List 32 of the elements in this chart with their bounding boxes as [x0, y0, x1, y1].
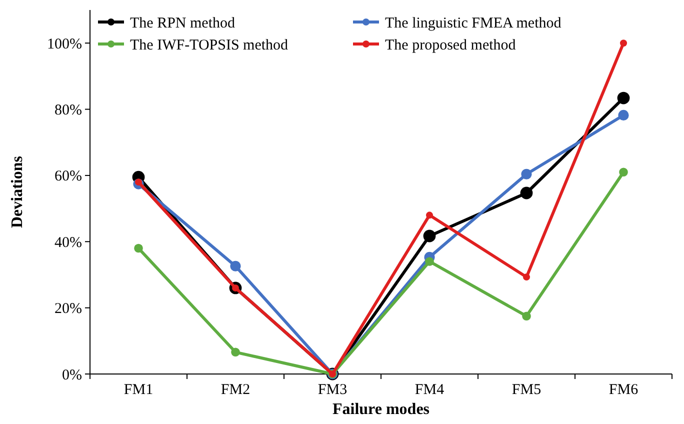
x-axis-title: Failure modes [332, 401, 430, 418]
point [425, 257, 434, 266]
y-tick-label: 80% [54, 102, 82, 119]
point [618, 110, 629, 121]
point [523, 274, 530, 281]
point [231, 348, 240, 357]
x-tick-label: FM3 [318, 382, 348, 398]
x-tick-label: FM4 [414, 382, 445, 398]
y-tick-label: 40% [54, 234, 82, 251]
x-tick-label: FM6 [608, 382, 639, 398]
point [134, 244, 143, 253]
legend-label: The proposed method [385, 37, 516, 54]
legend-label: The IWF-TOPSIS method [130, 37, 289, 54]
y-tick-label: 100% [47, 36, 82, 52]
point [619, 168, 628, 177]
point [521, 168, 532, 180]
point [520, 186, 533, 200]
y-tick-label: 60% [54, 168, 82, 185]
legend-label: The linguistic FMEA method [385, 15, 562, 32]
y-tick-label: 20% [54, 301, 82, 318]
x-tick-label: FM1 [124, 382, 154, 398]
point [230, 260, 241, 272]
point [426, 212, 433, 219]
y-tick-label: 0% [62, 367, 82, 384]
legend-label: The RPN method [130, 15, 236, 32]
point [620, 40, 627, 47]
x-tick-label: FM2 [220, 382, 250, 398]
point [617, 92, 630, 104]
point [423, 230, 436, 242]
y-axis-title: Deviations [9, 156, 26, 228]
x-tick-label: FM5 [512, 382, 542, 398]
point [522, 312, 531, 320]
